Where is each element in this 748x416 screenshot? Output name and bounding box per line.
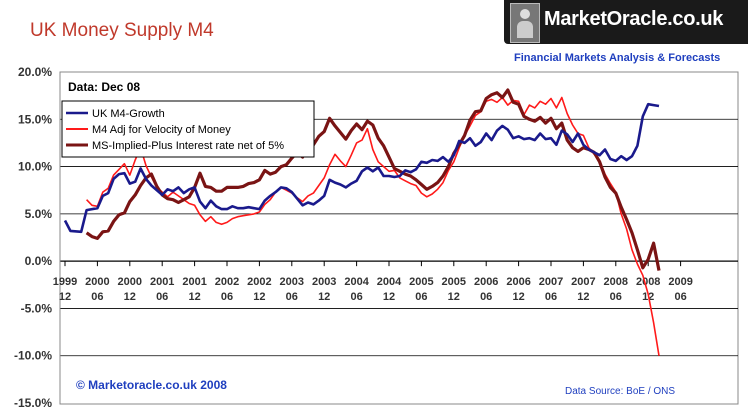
x-tick-month: 12: [512, 291, 524, 303]
x-tick-month: 12: [448, 291, 460, 303]
x-tick-month: 12: [59, 291, 71, 303]
page-title: UK Money Supply M4: [30, 20, 214, 41]
logo: MarketOracle.co.uk: [504, 0, 748, 44]
x-tick-month: 06: [415, 291, 427, 303]
x-tick-year: 2006: [474, 276, 498, 288]
y-tick-label: 0.0%: [25, 254, 53, 268]
x-tick-month: 06: [350, 291, 362, 303]
x-tick-month: 06: [545, 291, 557, 303]
x-tick-month: 06: [286, 291, 298, 303]
copyright: © Marketoracle.co.uk 2008: [76, 378, 227, 392]
statue-icon: [510, 3, 540, 43]
x-tick-year: 2005: [409, 276, 433, 288]
x-tick-month: 06: [480, 291, 492, 303]
x-tick-month: 06: [156, 291, 168, 303]
x-tick-month: 06: [91, 291, 103, 303]
x-tick-year: 1999: [53, 276, 77, 288]
y-tick-label: -10.0%: [14, 349, 52, 363]
x-tick-year: 2007: [539, 276, 563, 288]
x-tick-month: 06: [221, 291, 233, 303]
x-axis-ticks: 1999 12 2000 06 2000 12 2001 06 2001 12 2002 06 2002…: [53, 261, 693, 303]
x-tick-year: 2004: [377, 276, 402, 288]
x-tick-month: 12: [318, 291, 330, 303]
series-lines: [63, 88, 661, 356]
y-tick-label: -5.0%: [21, 301, 53, 315]
y-axis-ticks: 20.0% 15.0% 10.0% 5.0% 0.0% -5.0% -10.0% -15.0%: [14, 65, 52, 410]
series-line-m4-adj: [86, 96, 660, 356]
x-tick-year: 2004: [344, 276, 369, 288]
x-tick-month: 06: [674, 291, 686, 303]
y-tick-label: 5.0%: [25, 207, 53, 221]
x-tick-year: 2001: [150, 276, 174, 288]
x-tick-month: 12: [124, 291, 136, 303]
x-tick-year: 2006: [506, 276, 530, 288]
y-tick-label: 20.0%: [18, 65, 52, 79]
x-tick-year: 2003: [312, 276, 336, 288]
y-tick-label: 10.0%: [18, 160, 52, 174]
x-tick-year: 2008: [604, 276, 628, 288]
x-tick-month: 12: [577, 291, 589, 303]
x-tick-year: 2009: [668, 276, 692, 288]
x-tick-year: 2002: [215, 276, 239, 288]
y-tick-label: 15.0%: [18, 112, 52, 126]
legend-box: [61, 100, 315, 158]
date-label: Data: Dec 08: [68, 80, 140, 94]
data-source: Data Source: BoE / ONS: [565, 386, 675, 397]
tagline: Financial Markets Analysis & Forecasts: [514, 52, 721, 64]
x-tick-year: 2007: [571, 276, 595, 288]
legend-label-m4-adj: M4 Adj for Velocity of Money: [92, 124, 231, 136]
legend-label-ms-implied: MS-Implied-Plus Interest rate net of 5%: [92, 140, 284, 152]
x-tick-year: 2002: [247, 276, 271, 288]
x-tick-month: 12: [253, 291, 265, 303]
legend-label-m4-growth: UK M4-Growth: [92, 108, 165, 120]
x-tick-year: 2000: [85, 276, 109, 288]
x-tick-month: 06: [610, 291, 622, 303]
logo-text: MarketOracle.co.uk: [544, 8, 724, 30]
x-tick-year: 2001: [182, 276, 206, 288]
x-tick-month: 12: [383, 291, 395, 303]
y-tick-label: -15.0%: [14, 396, 52, 410]
x-tick-month: 12: [188, 291, 200, 303]
x-tick-year: 2005: [442, 276, 466, 288]
x-tick-year: 2000: [118, 276, 142, 288]
x-tick-year: 2003: [280, 276, 304, 288]
series-line-m4-growth: [63, 102, 660, 234]
series-line-ms-implied: [85, 88, 661, 271]
x-tick-year: 2008: [636, 276, 660, 288]
legend: UK M4-Growth M4 Adj for Velocity of Mone…: [61, 100, 315, 158]
